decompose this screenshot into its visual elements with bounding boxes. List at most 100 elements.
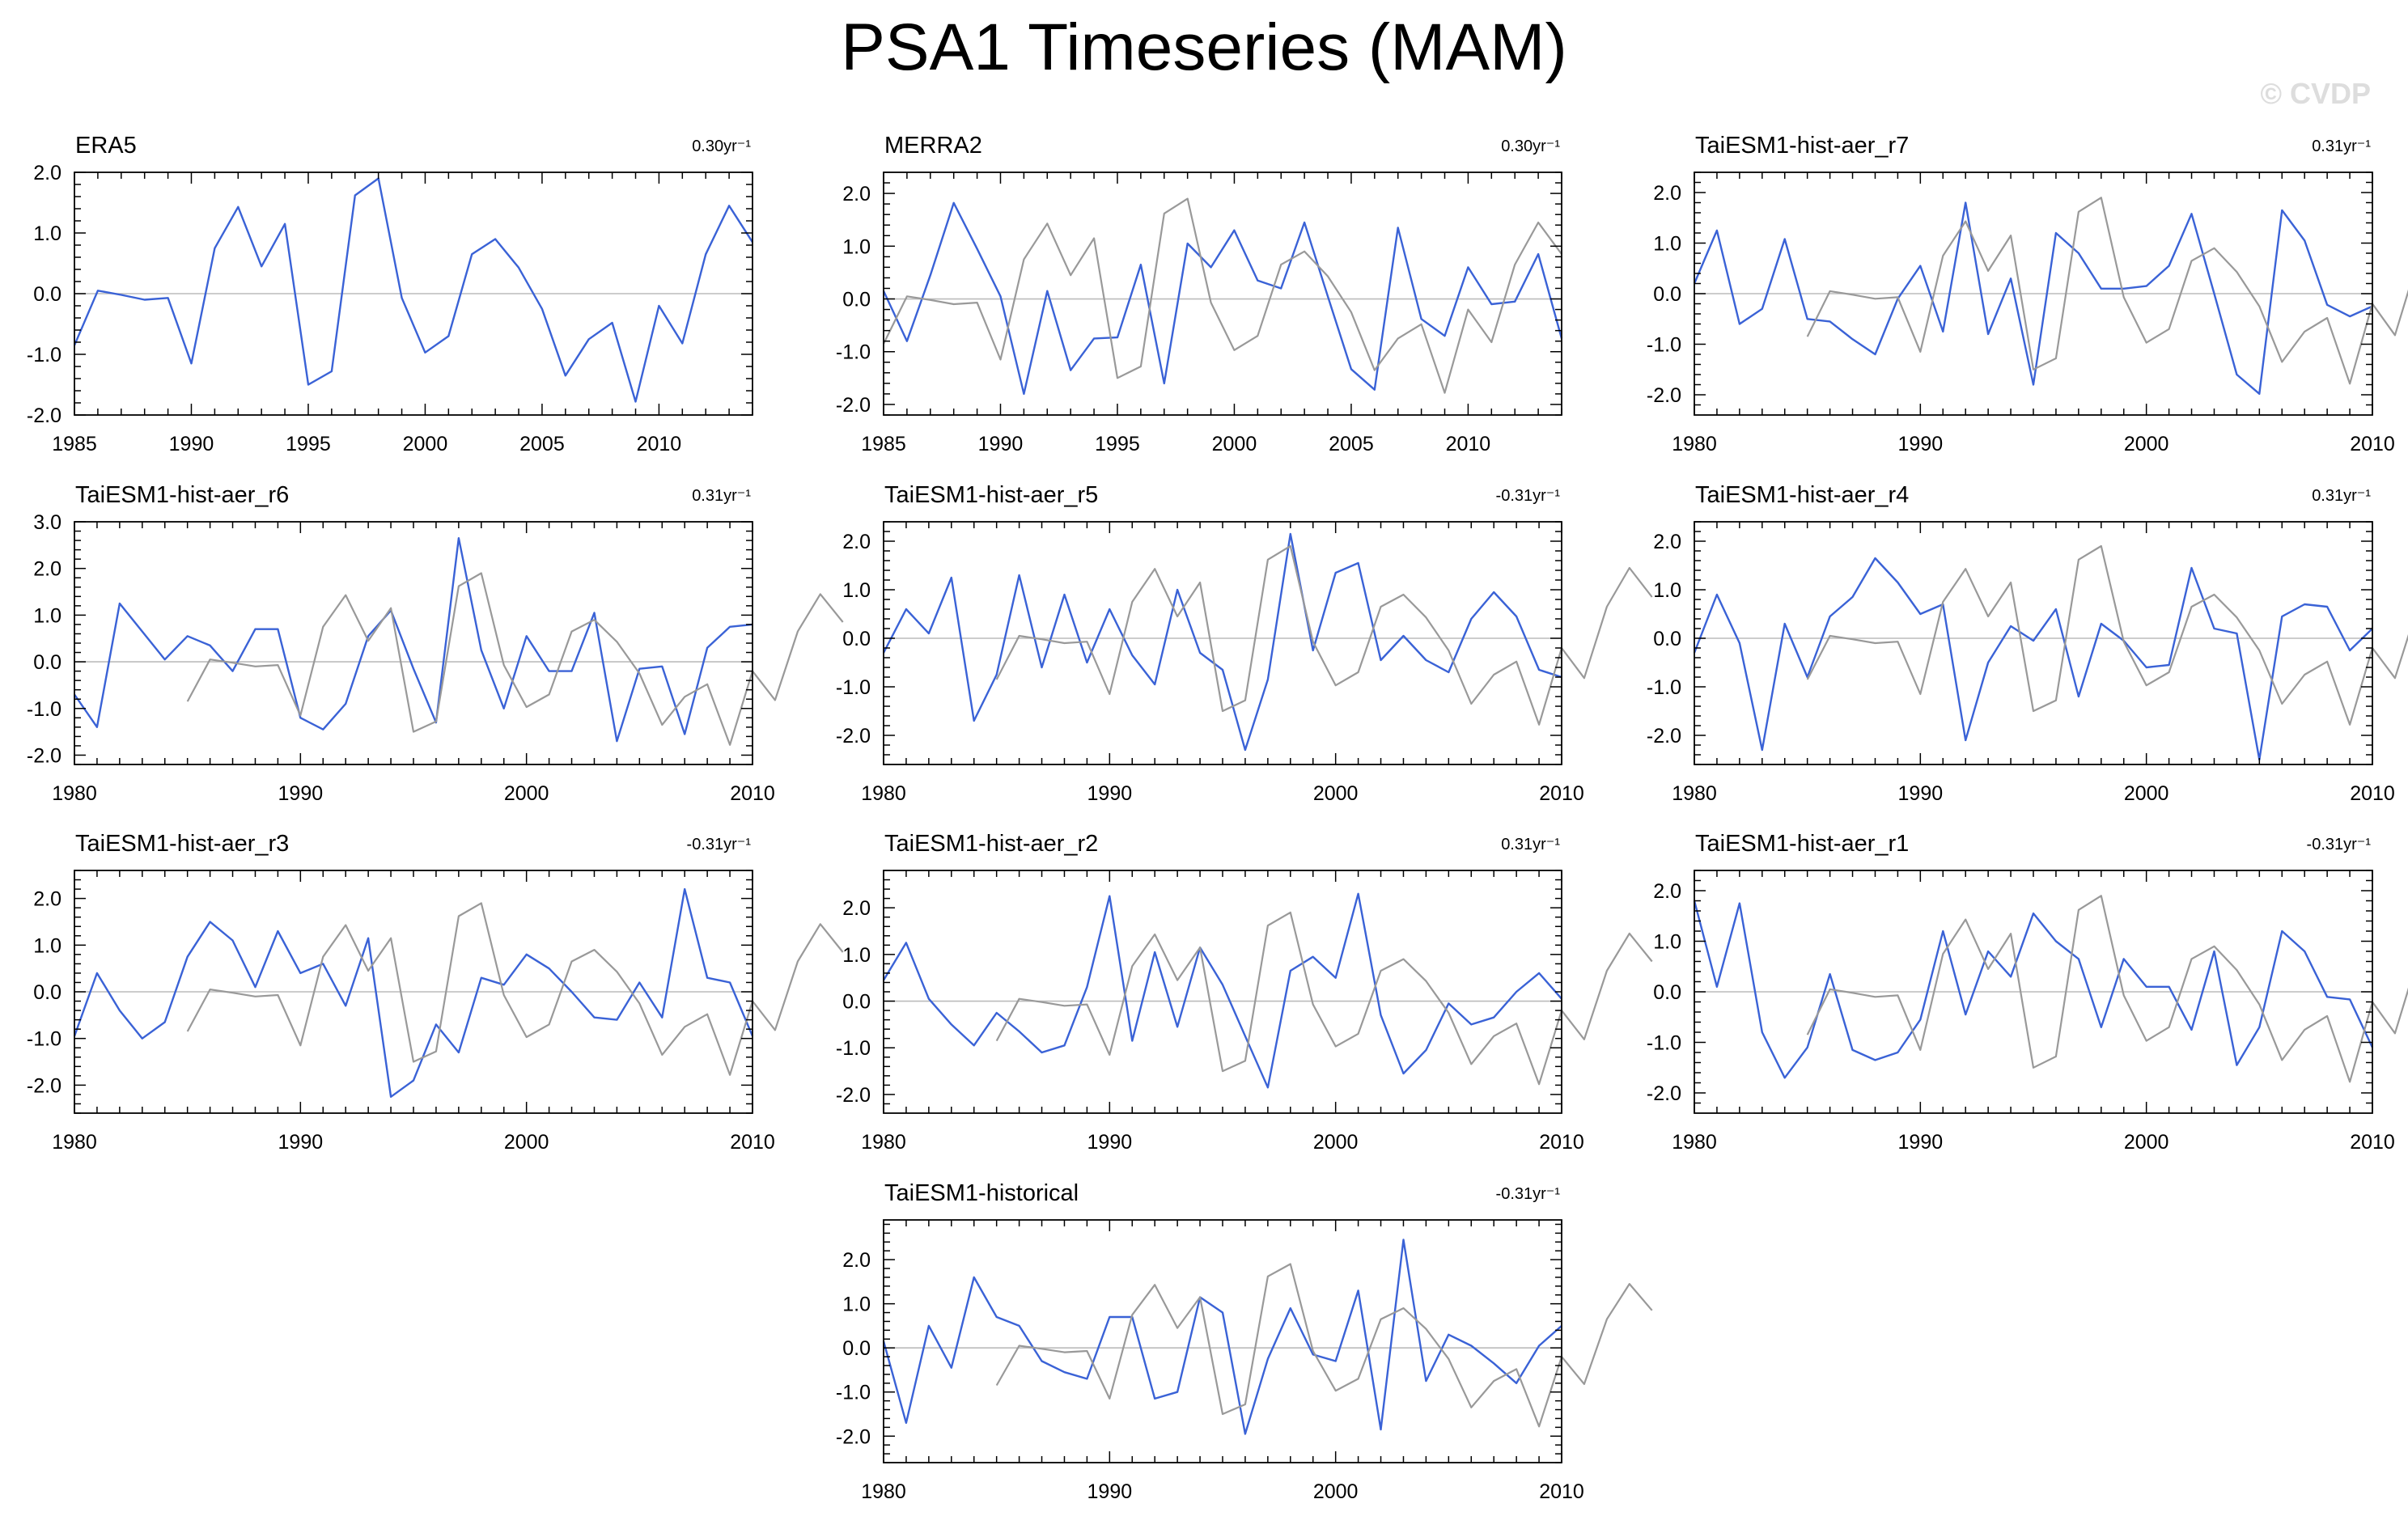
x-tick-label: 2010 — [730, 1131, 775, 1154]
trend-label: -0.31yr⁻¹ — [1496, 1185, 1561, 1203]
x-tick-label: 2000 — [2124, 782, 2169, 805]
x-tick-label: 2000 — [2124, 433, 2169, 455]
x-tick-label: 2005 — [519, 433, 565, 455]
x-tick-label: 1980 — [1672, 1131, 1717, 1154]
y-tick-label: 3.0 — [33, 511, 61, 534]
panel-title: TaiESM1-hist-aer_r7 — [1695, 133, 1909, 159]
panel-title: TaiESM1-hist-aer_r3 — [75, 831, 289, 857]
y-tick-label: 1.0 — [33, 222, 61, 245]
x-tick-label: 1995 — [1095, 433, 1140, 455]
x-tick-label: 2010 — [2350, 782, 2395, 805]
chart-panel-3: TaiESM1-hist-aer_r6 0.31yr⁻¹ -2.0 -1.0 0.0 1.… — [27, 482, 844, 805]
x-tick-label: 1990 — [169, 433, 214, 455]
y-tick-label: 2.0 — [33, 162, 61, 184]
x-tick-label: 1990 — [278, 1131, 324, 1154]
y-tick-label: -1.0 — [1647, 676, 1681, 699]
series-line-primary — [1693, 557, 2373, 761]
x-tick-label: 2010 — [637, 433, 682, 455]
panel-title: TaiESM1-hist-aer_r1 — [1695, 831, 1909, 857]
series-line-reference — [883, 197, 1562, 394]
series-line-reference — [1806, 895, 2408, 1083]
panel-grid: ERA5 0.30yr⁻¹ -2.0 -1.0 0.0 1.0 2.0 1985 1990 199… — [27, 133, 2408, 1503]
x-tick-label: 1990 — [1087, 782, 1133, 805]
y-tick-label: 1.0 — [1653, 579, 1681, 602]
x-tick-label: 2010 — [2350, 1131, 2395, 1154]
trend-label: 0.30yr⁻¹ — [1501, 138, 1560, 155]
y-tick-label: 0.0 — [33, 981, 61, 1004]
chart-panel-6: TaiESM1-hist-aer_r3 -0.31yr⁻¹ -2.0 -1.0 0.0 1… — [27, 831, 844, 1154]
x-tick-label: 2005 — [1329, 433, 1374, 455]
chart-panel-5: TaiESM1-hist-aer_r4 0.31yr⁻¹ -2.0 -1.0 0.0 1.… — [1647, 482, 2408, 805]
y-tick-label: -1.0 — [27, 344, 61, 366]
panel-title: TaiESM1-historical — [884, 1180, 1079, 1206]
y-tick-label: 1.0 — [842, 579, 871, 602]
x-tick-label: 1985 — [52, 433, 97, 455]
y-tick-label: 0.0 — [842, 628, 871, 650]
x-tick-label: 1980 — [1672, 782, 1717, 805]
y-tick-label: -2.0 — [1647, 725, 1681, 747]
chart-panel-8: TaiESM1-hist-aer_r1 -0.31yr⁻¹ -2.0 -1.0 0.0 1… — [1647, 831, 2408, 1154]
y-tick-label: -2.0 — [1647, 384, 1681, 407]
y-tick-label: -1.0 — [27, 1028, 61, 1051]
trend-label: 0.31yr⁻¹ — [1501, 836, 1560, 853]
x-tick-label: 2010 — [1446, 433, 1491, 455]
y-tick-label: -2.0 — [1647, 1082, 1681, 1105]
x-tick-label: 2000 — [504, 782, 549, 805]
plot-frame — [883, 1219, 1562, 1463]
y-tick-label: 0.0 — [33, 651, 61, 674]
series-line-reference — [995, 544, 1653, 726]
x-tick-label: 1990 — [1087, 1131, 1133, 1154]
chart-panel-4: TaiESM1-hist-aer_r5 -0.31yr⁻¹ -2.0 -1.0 0.0 1… — [836, 482, 1653, 805]
series-line-primary — [1693, 201, 2373, 395]
series-line-reference — [995, 911, 1653, 1086]
x-tick-label: 2000 — [403, 433, 448, 455]
y-tick-label: -1.0 — [1647, 334, 1681, 357]
x-tick-label: 2010 — [2350, 433, 2395, 455]
x-tick-label: 1990 — [1898, 433, 1944, 455]
panel-title: TaiESM1-hist-aer_r6 — [75, 482, 289, 508]
series-line-reference — [995, 1263, 1653, 1428]
series-line-primary — [1693, 900, 2374, 1079]
plot-frame — [883, 172, 1562, 416]
x-tick-label: 1990 — [1087, 1480, 1133, 1503]
series-line-reference — [186, 572, 844, 746]
x-tick-label: 1990 — [1898, 1131, 1944, 1154]
trend-label: -0.31yr⁻¹ — [687, 836, 752, 853]
x-tick-label: 2000 — [2124, 1131, 2169, 1154]
x-tick-label: 1980 — [52, 782, 97, 805]
x-tick-label: 1980 — [1672, 433, 1717, 455]
y-tick-label: 0.0 — [33, 283, 61, 306]
series-line-reference — [1806, 197, 2408, 385]
x-tick-label: 2010 — [1539, 1480, 1584, 1503]
y-tick-label: 1.0 — [1653, 931, 1681, 954]
y-tick-label: 2.0 — [842, 531, 871, 553]
x-tick-label: 2000 — [1212, 433, 1257, 455]
y-tick-label: -2.0 — [836, 725, 871, 747]
chart-panel-7: TaiESM1-hist-aer_r2 0.31yr⁻¹ -2.0 -1.0 0.0 1.… — [836, 831, 1653, 1154]
panel-title: MERRA2 — [884, 133, 982, 159]
x-tick-label: 1990 — [1898, 782, 1944, 805]
x-tick-label: 1980 — [861, 782, 906, 805]
y-tick-label: 2.0 — [33, 558, 61, 581]
y-tick-label: 1.0 — [33, 934, 61, 957]
series-line-primary — [73, 887, 754, 1099]
y-tick-label: 1.0 — [842, 1294, 871, 1316]
y-tick-label: 1.0 — [1653, 233, 1681, 256]
panel-title: TaiESM1-hist-aer_r4 — [1695, 482, 1909, 508]
y-tick-label: -1.0 — [836, 1382, 871, 1404]
panel-title: ERA5 — [75, 133, 137, 159]
panel-title: TaiESM1-hist-aer_r5 — [884, 482, 1098, 508]
x-tick-label: 1990 — [978, 433, 1024, 455]
x-tick-label: 2000 — [1313, 1480, 1359, 1503]
y-tick-label: 2.0 — [1653, 182, 1681, 205]
series-line-primary — [74, 537, 753, 743]
y-tick-label: 1.0 — [842, 235, 871, 258]
y-tick-label: 2.0 — [1653, 531, 1681, 553]
y-tick-label: 0.0 — [1653, 628, 1681, 650]
x-tick-label: 1995 — [286, 433, 331, 455]
x-tick-label: 2010 — [730, 782, 775, 805]
y-tick-label: -1.0 — [1647, 1032, 1681, 1055]
y-tick-label: 1.0 — [33, 604, 61, 627]
x-tick-label: 2010 — [1539, 782, 1584, 805]
trend-label: -0.31yr⁻¹ — [2307, 836, 2372, 853]
